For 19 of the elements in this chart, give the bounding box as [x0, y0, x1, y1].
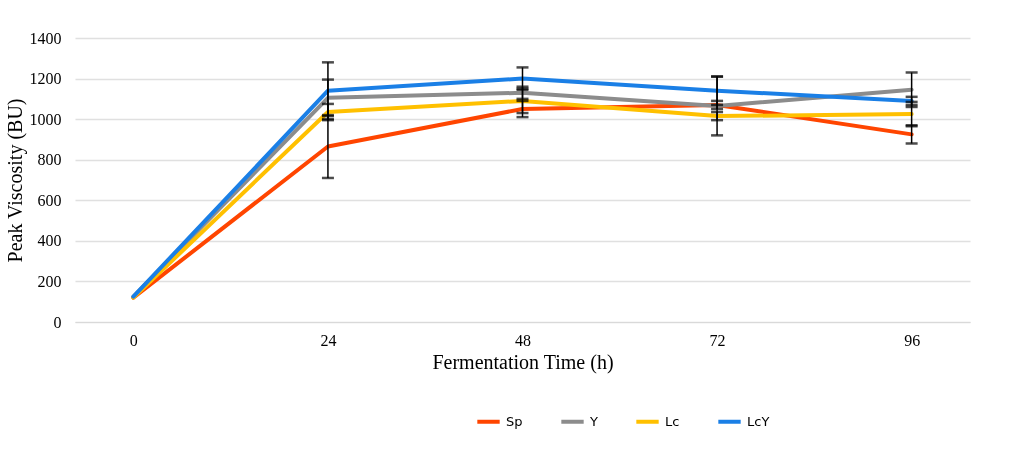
- x-tick-label: 24: [320, 331, 337, 349]
- legend-label: LcY: [747, 413, 770, 429]
- y-tick-label: 600: [37, 191, 62, 209]
- y-tick-label: 800: [37, 151, 62, 169]
- legend-label: Sp: [506, 413, 523, 429]
- x-tick-label: 48: [515, 331, 531, 349]
- legend-label: Lc: [665, 413, 680, 429]
- x-tick-label: 0: [129, 331, 138, 349]
- x-axis-title: Fermentation Time (h): [432, 350, 614, 374]
- y-tick-label: 1000: [29, 110, 62, 128]
- y-tick-label: 1400: [29, 29, 62, 47]
- legend-label: Y: [589, 413, 598, 429]
- x-tick-label: 72: [709, 331, 726, 349]
- y-tick-label: 400: [37, 232, 62, 250]
- y-tick-label: 1200: [29, 70, 62, 88]
- x-tick-label: 96: [904, 331, 921, 349]
- y-tick-label: 200: [37, 272, 62, 290]
- y-tick-label: 0: [53, 313, 62, 331]
- y-axis-title: Peak Viscosity (BU): [3, 98, 27, 263]
